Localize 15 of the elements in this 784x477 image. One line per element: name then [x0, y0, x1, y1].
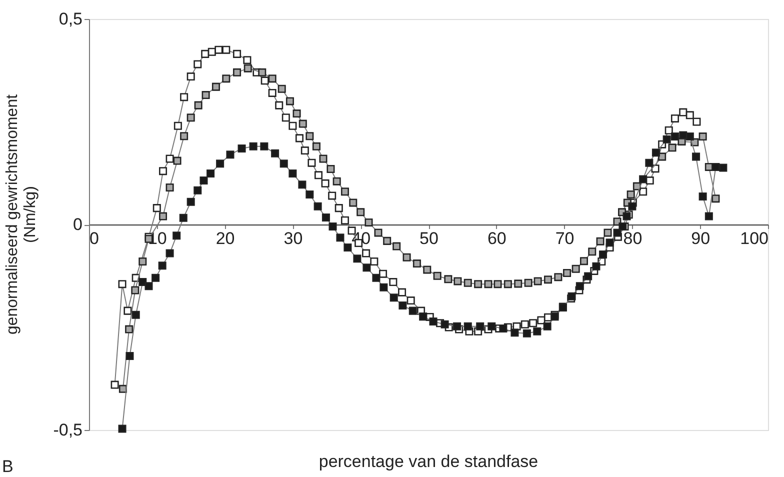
text: B [2, 457, 14, 476]
y-tick-label: -0,5 [53, 420, 82, 440]
x-tick-label: 100 [740, 229, 768, 248]
x-tick-label: 50 [420, 229, 438, 248]
x-axis-title: percentage van de standfase [318, 452, 538, 471]
x-tick-label: 70 [555, 229, 574, 248]
x-tick-label: 80 [623, 229, 642, 248]
x-tick-label: 90 [691, 229, 710, 248]
x-tick-label: 20 [216, 229, 235, 248]
y-tick-label: 0 [73, 215, 82, 234]
y-axis-title: genormaliseerd gewrichtsmoment (Nm/kg) [4, 94, 39, 335]
y-tick-label: 0,5 [58, 10, 82, 28]
x-tick-label: 0 [90, 229, 99, 248]
x-tick-label: 60 [487, 229, 506, 248]
x-tick-label: 30 [284, 229, 303, 248]
